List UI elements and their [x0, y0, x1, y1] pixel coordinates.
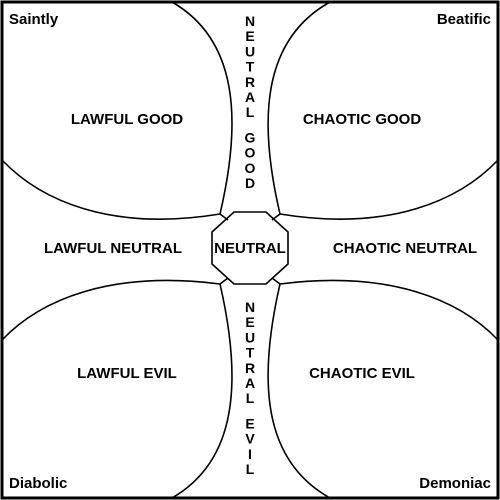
vertical-letter: T	[246, 345, 255, 361]
vertical-letter: A	[245, 89, 255, 105]
vertical-letter: O	[245, 160, 256, 176]
chaotic-neutral-label: CHAOTIC NEUTRAL	[333, 240, 477, 257]
vertical-letter: U	[245, 329, 255, 345]
chaotic-good-label: CHAOTIC GOOD	[303, 111, 421, 128]
corner-label-beatific: Beatific	[437, 11, 491, 28]
chaotic-evil-region	[267, 279, 499, 499]
vertical-letter: R	[245, 74, 255, 90]
corner-label-saintly: Saintly	[9, 11, 59, 28]
lawful-neutral-label: LAWFUL NEUTRAL	[44, 240, 182, 257]
vertical-letter: L	[246, 461, 255, 477]
vertical-letter: E	[245, 314, 254, 330]
vertical-letter: R	[245, 360, 255, 376]
vertical-letter: N	[245, 299, 255, 315]
neutral-octagon	[211, 211, 289, 285]
vertical-letter: V	[245, 431, 255, 447]
lawful-good-label: LAWFUL GOOD	[71, 111, 183, 128]
corner-label-diabolic: Diabolic	[9, 475, 67, 492]
vertical-letter: L	[246, 104, 255, 120]
neutral-label: NEUTRAL	[214, 240, 286, 257]
vertical-letter: L	[246, 390, 255, 406]
vertical-letter: E	[245, 415, 254, 431]
lawful-evil-label: LAWFUL EVIL	[77, 365, 177, 382]
vertical-letter: T	[246, 59, 255, 75]
vertical-letter: E	[245, 28, 254, 44]
corner-label-demoniac: Demoniac	[419, 475, 491, 492]
vertical-letter: O	[245, 145, 256, 161]
vertical-letter: D	[245, 175, 255, 191]
vertical-letter: U	[245, 43, 255, 59]
vertical-letter: I	[248, 446, 252, 462]
vertical-letter: G	[245, 129, 256, 145]
vertical-letter: N	[245, 13, 255, 29]
chaotic-evil-label: CHAOTIC EVIL	[309, 365, 415, 382]
vertical-letter: A	[245, 375, 255, 391]
